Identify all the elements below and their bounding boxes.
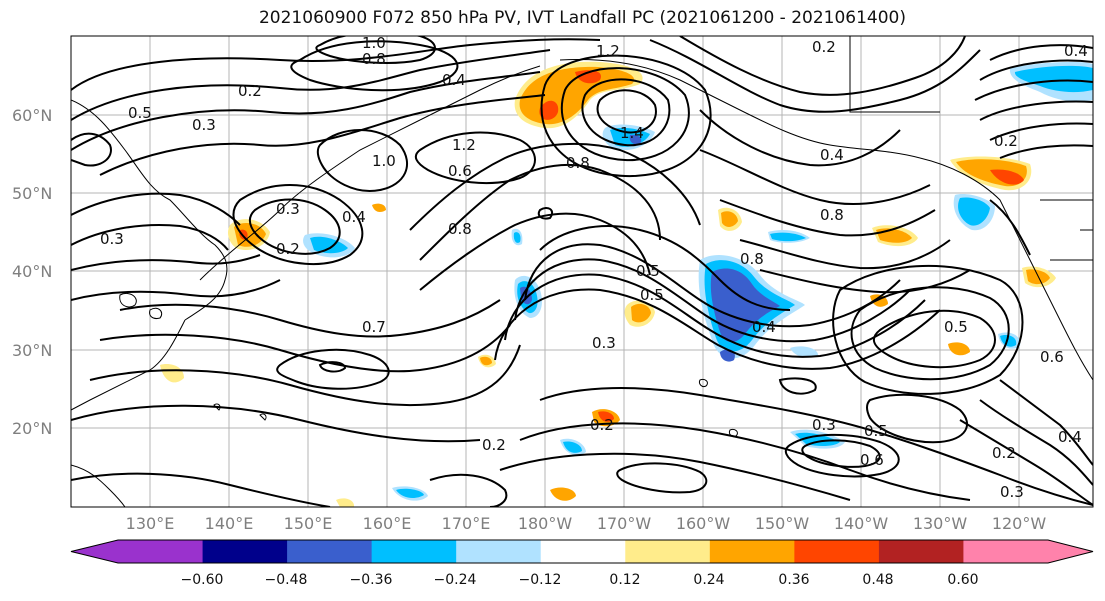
lon-label: 140°E (204, 514, 254, 533)
lon-label: 130°E (125, 514, 175, 533)
contour-label: 0.3 (192, 116, 216, 134)
contour-label: 0.5 (864, 422, 888, 440)
colorbar-tick-label: 0.36 (778, 572, 810, 588)
contour-label: 0.7 (362, 318, 386, 336)
colorbar-extend-min (71, 540, 203, 563)
lon-label: 170°E (441, 514, 491, 533)
colorbar-segment (456, 540, 542, 563)
contour-label: 0.5 (640, 286, 664, 304)
contour-label: 0.2 (482, 436, 506, 454)
colorbar-segment (794, 540, 880, 563)
contour-label: 0.2 (276, 240, 300, 258)
colorbar-segment (287, 540, 373, 563)
lon-label: 120°W (991, 514, 1047, 533)
lat-label: 60°N (12, 106, 53, 125)
contour-label: 0.4 (820, 146, 844, 164)
contour-label: 0.8 (448, 220, 472, 238)
contour-label: 1.0 (372, 152, 396, 170)
contour-label: 0.2 (590, 416, 614, 434)
contour-label: 0.8 (740, 250, 764, 268)
colorbar (70, 539, 1094, 564)
lon-label: 140°W (833, 514, 889, 533)
map-border (70, 35, 1094, 508)
colorbar-segment (625, 540, 711, 563)
coastlines (71, 36, 1093, 507)
contour-label: 0.5 (944, 318, 968, 336)
colorbar-tick-label: 0.48 (862, 572, 894, 588)
colorbar-tick-label: 0.60 (947, 572, 979, 588)
contour-label: 0.5 (128, 104, 152, 122)
gridlines (71, 36, 1093, 507)
contour-label: 0.4 (342, 208, 366, 226)
contour-label: 1.2 (596, 42, 620, 60)
contour-label: 1.4 (620, 124, 644, 142)
contour-label: 0.6 (860, 451, 884, 469)
map-title: 2021060900 F072 850 hPa PV, IVT Landfall… (258, 8, 906, 28)
colorbar-segment (540, 540, 626, 563)
contour-label: 0.3 (276, 200, 300, 218)
contour-label: 0.4 (442, 71, 466, 89)
lon-label: 170°W (596, 514, 652, 533)
colorbar-tick-label: −0.36 (349, 572, 393, 588)
contour-label: 0.4 (752, 318, 776, 336)
lat-label: 30°N (12, 341, 53, 360)
contour-label: 0.4 (1064, 42, 1088, 60)
colorbar-tick-label: 0.12 (609, 572, 641, 588)
contour-label: 0.8 (820, 206, 844, 224)
lon-label: 160°W (675, 514, 731, 533)
contour-label: 0.8 (566, 154, 590, 172)
lon-label: 150°W (754, 514, 810, 533)
lat-label: 20°N (12, 419, 53, 438)
pv-contours (71, 36, 1093, 507)
colorbar-tick-label: −0.60 (180, 572, 224, 588)
contour-label: 0.6 (1040, 348, 1064, 366)
colorbar-tick-label: −0.12 (518, 572, 562, 588)
contour-label: 0.6 (448, 162, 472, 180)
contour-labels: 1.0 0.8 1.2 0.2 0.4 0.5 0.2 0.4 0.3 1.0 … (100, 34, 1088, 501)
lat-label: 40°N (12, 262, 53, 281)
colorbar-extend-max (963, 540, 1093, 563)
colorbar-segment (371, 540, 457, 563)
colorbar-segment (202, 540, 288, 563)
colorbar-outline (70, 539, 1094, 564)
contour-label: 0.3 (100, 230, 124, 248)
contour-label: 0.2 (992, 444, 1016, 462)
contour-label: 1.2 (452, 136, 476, 154)
contour-label: 0.5 (636, 262, 660, 280)
contour-label: 0.3 (592, 334, 616, 352)
lon-label: 150°E (283, 514, 333, 533)
colorbar-tick-label: 0.24 (693, 572, 725, 588)
colorbar-tick-label: −0.48 (264, 572, 308, 588)
lon-label: 180°W (517, 514, 573, 533)
lon-label: 130°W (912, 514, 968, 533)
lon-label: 160°E (362, 514, 412, 533)
contour-label: 1.0 (362, 34, 386, 52)
contour-label: 0.2 (812, 38, 836, 56)
contour-label: 0.3 (812, 416, 836, 434)
contour-label: 0.8 (362, 50, 386, 68)
lat-label: 50°N (12, 184, 53, 203)
colorbar-segment (709, 540, 795, 563)
colorbar-tick-label: −0.24 (433, 572, 477, 588)
contour-label: 0.3 (1000, 483, 1024, 501)
contour-label: 0.2 (994, 132, 1018, 150)
contour-label: 0.4 (1058, 428, 1082, 446)
contour-label: 0.2 (238, 82, 262, 100)
colorbar-segment (878, 540, 964, 563)
